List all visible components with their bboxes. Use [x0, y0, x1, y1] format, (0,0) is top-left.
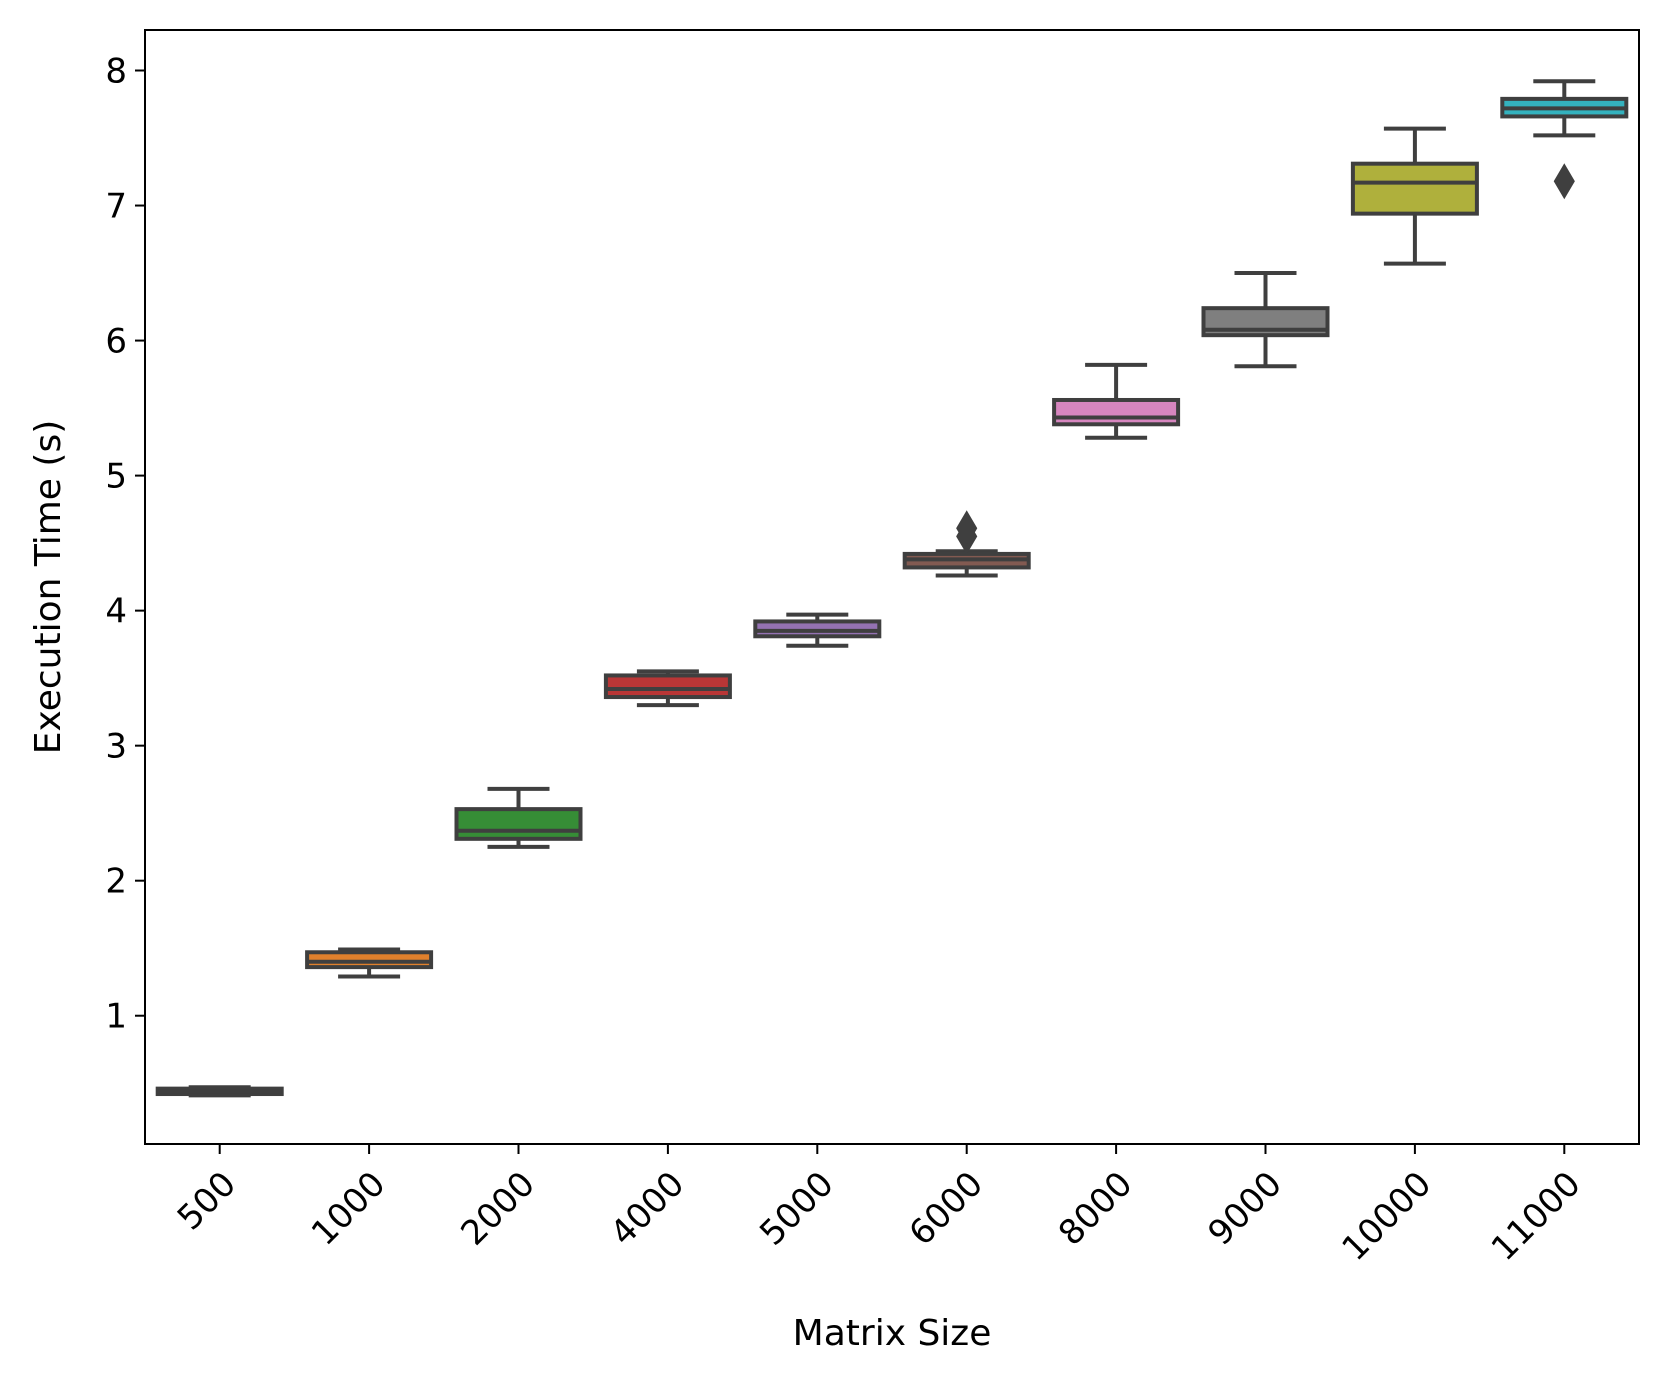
x-tick-label: 10000: [1334, 1164, 1439, 1269]
box-body: [305, 950, 434, 970]
plot-frame: [144, 29, 1640, 1145]
box-11000: [1500, 79, 1629, 200]
x-tick-label: 11000: [1484, 1164, 1589, 1269]
x-tick-label: 8000: [1051, 1164, 1140, 1253]
box-9000: [1201, 271, 1330, 369]
box-500: [155, 1085, 284, 1098]
y-tick-label: 6: [105, 322, 127, 362]
box-2000: [454, 786, 583, 849]
y-tick-label: 8: [105, 52, 127, 92]
y-tick-label: 1: [105, 997, 127, 1037]
x-tick-label: 1000: [304, 1164, 393, 1253]
box-8000: [1052, 362, 1181, 440]
box-10000: [1350, 126, 1479, 266]
x-axis-label: Matrix Size: [793, 1313, 992, 1354]
x-axis: 500 1000 2000 4000 5000 6000 8000 9000 10000 1100…: [170, 1144, 1589, 1269]
box-1000: [305, 947, 434, 979]
boxes-layer: [155, 79, 1629, 1098]
x-tick-label: 4000: [603, 1164, 692, 1253]
box-5000: [753, 612, 882, 648]
box-body: [454, 807, 583, 841]
box-body: [1052, 397, 1181, 427]
y-tick-label: 7: [105, 187, 127, 227]
x-tick-label: 6000: [902, 1164, 991, 1253]
y-tick-label: 2: [105, 862, 127, 902]
x-tick-label: 2000: [453, 1164, 542, 1253]
y-axis: 1 2 3 4 5 6 7 8: [105, 52, 145, 1037]
box-body: [753, 619, 882, 639]
x-tick-label: 9000: [1200, 1164, 1289, 1253]
y-tick-label: 4: [105, 592, 127, 632]
y-tick-label: 3: [105, 727, 127, 767]
box-body: [603, 673, 732, 700]
y-axis-label: Execution Time (s): [28, 420, 69, 755]
y-tick-label: 5: [105, 457, 127, 497]
outlier-point: [956, 510, 978, 547]
box-6000: [902, 510, 1031, 578]
x-tick-label: 5000: [752, 1164, 841, 1253]
x-tick-label: 500: [170, 1164, 244, 1238]
outlier-point: [1553, 163, 1575, 200]
box-body: [1350, 161, 1479, 216]
box-4000: [603, 669, 732, 708]
